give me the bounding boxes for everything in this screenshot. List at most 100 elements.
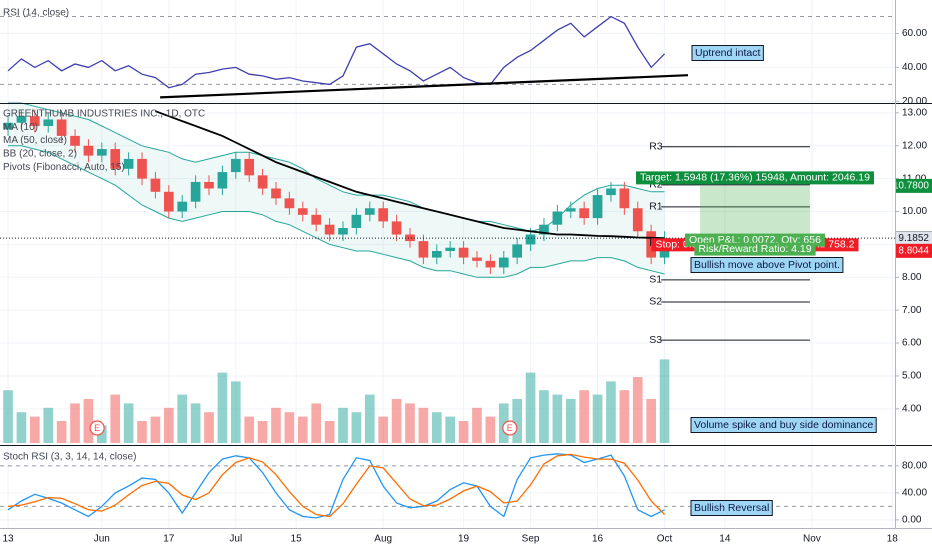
plot [3,15,670,519]
candle-body [110,149,121,169]
legend-text: RSI (14, close) [3,8,69,19]
candle-body [498,257,509,268]
candle-body [244,158,255,176]
pivot-label: S2 [649,296,662,308]
candle-body [56,119,67,136]
x-tick-label: Aug [374,534,392,545]
target-zone [700,185,810,239]
candle-body [592,195,603,219]
x-tick-label: 14 [719,534,731,545]
volume-bar [16,412,27,443]
candle-body [552,211,563,225]
pivot-label: S1 [649,274,662,286]
volume-bar [364,394,375,443]
volume-bar [539,390,549,443]
annotation-bg [690,257,844,273]
volume-bar [579,390,589,443]
annotation: Bullish move above Pivot point. [694,259,840,271]
candle-body [619,188,630,209]
ma-line [155,110,665,240]
volume-bar [472,407,482,443]
pivot-label: R1 [649,201,663,213]
volume-bar [110,394,121,443]
indicator-line [7,453,665,519]
volume-bar [606,381,616,443]
candle-body [257,175,268,189]
volume-bar [445,416,456,443]
candle-body [123,158,134,169]
volume-bar [525,372,536,443]
ratio-text-bg [694,242,816,256]
volume-bar [552,394,563,443]
volume-bar [97,425,107,443]
volume-bar [297,416,308,443]
volume-bar [30,416,40,443]
candle-body [297,208,308,215]
indicator-line [7,453,666,518]
legend-text: Stoch RSI (3, 3, 14, 14, close) [3,452,136,463]
annotation-bg [691,45,764,61]
volume-bar [431,412,442,443]
candle-body [512,244,522,258]
volume-bar [565,399,576,443]
x-tick-label: Jul [229,534,242,545]
candle-body [565,208,576,212]
candle-body [391,221,402,235]
candle-body [579,208,589,219]
volume-bar [56,421,67,443]
earnings-marker [502,420,518,436]
earnings-label: E [94,423,100,433]
candle-body [284,198,295,209]
price-tag: 10.7800 [893,181,930,192]
legend-text: BB (20, close, 2) [3,149,77,160]
volume-bar [592,394,603,443]
candle-body [230,158,241,173]
price-tag-bg [896,178,932,193]
candle-body [539,224,549,235]
pivot-label: S3 [649,334,662,346]
candle-body [311,214,322,225]
x-tick-label: 13 [2,534,14,545]
y-tick-label: 13.00 [902,108,927,119]
volume-bar [230,381,241,443]
volume-bar [619,390,630,443]
y-tick-label: 20.00 [902,96,927,107]
candle-body [606,188,616,196]
x-tick-label: 15 [291,534,303,545]
legend-text: Pivots (Fibonacci, Auto, 15) [3,162,125,173]
x-tick-label: Oct [657,534,673,545]
earnings-label: E [507,423,513,433]
candle-body [324,224,335,235]
price-tag: 8.8044 [898,245,929,256]
price-tag: 9.1852 [898,233,929,244]
y-tick-label: 8.00 [902,272,922,283]
price-tag-bg [896,243,932,258]
candle-body [378,208,389,222]
target-text-bg [635,171,874,185]
volume-bar [458,421,469,443]
annotation: Bullish Reversal [694,502,769,514]
volume-bar [123,403,134,443]
y-tick-label: 6.00 [902,338,922,349]
x-tick-label: 19 [458,534,470,545]
candle-body [632,208,643,232]
volume-bar [177,394,188,443]
volume-bar [485,416,496,443]
y-tick-label: 0.00 [902,515,922,526]
volume-bar [391,399,402,443]
volume-bar [659,359,670,443]
candle-body [338,227,348,235]
x-tick-label: Jun [94,534,110,545]
candle-body [405,234,415,242]
x-tick-label: 16 [592,534,604,545]
axis: 13 Jun 17 Jul 15 Aug 19 Sep 16 Oct 14 Nov 18 60.00 40.… [2,28,932,545]
candle-body [217,172,228,189]
candle-body [83,145,94,156]
ratio-text: Risk/Reward Ratio: 4.19 [698,243,811,255]
volume-bar [351,412,362,443]
candle-body [30,116,40,127]
target-text: Target: 1.5948 (17.36%) 15948, Amount: 2… [640,172,870,184]
candle-body [472,257,482,261]
volume-bar [83,399,94,443]
